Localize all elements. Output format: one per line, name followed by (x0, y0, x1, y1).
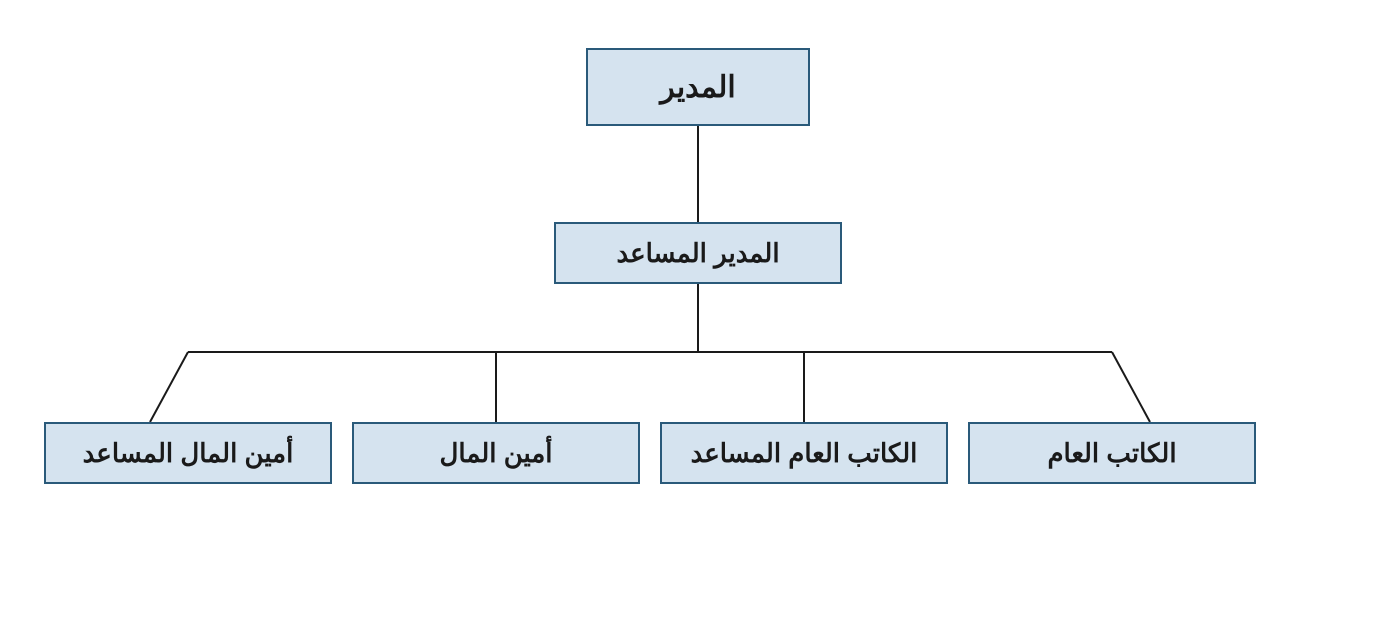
node-label: الكاتب العام (1047, 438, 1176, 469)
connector-to-general-secretary (1112, 352, 1150, 422)
node-general-secretary: الكاتب العام (968, 422, 1256, 484)
node-assistant-general-secretary: الكاتب العام المساعد (660, 422, 948, 484)
node-label: أمين المال (440, 438, 553, 469)
node-label: المدير المساعد (616, 238, 779, 269)
node-assistant-director: المدير المساعد (554, 222, 842, 284)
node-treasurer: أمين المال (352, 422, 640, 484)
connector-to-assistant-treasurer (150, 352, 188, 422)
node-label: أمين المال المساعد (83, 438, 294, 469)
node-label: الكاتب العام المساعد (691, 438, 918, 469)
node-assistant-treasurer: أمين المال المساعد (44, 422, 332, 484)
node-label: المدير (660, 70, 735, 105)
node-director: المدير (586, 48, 810, 126)
